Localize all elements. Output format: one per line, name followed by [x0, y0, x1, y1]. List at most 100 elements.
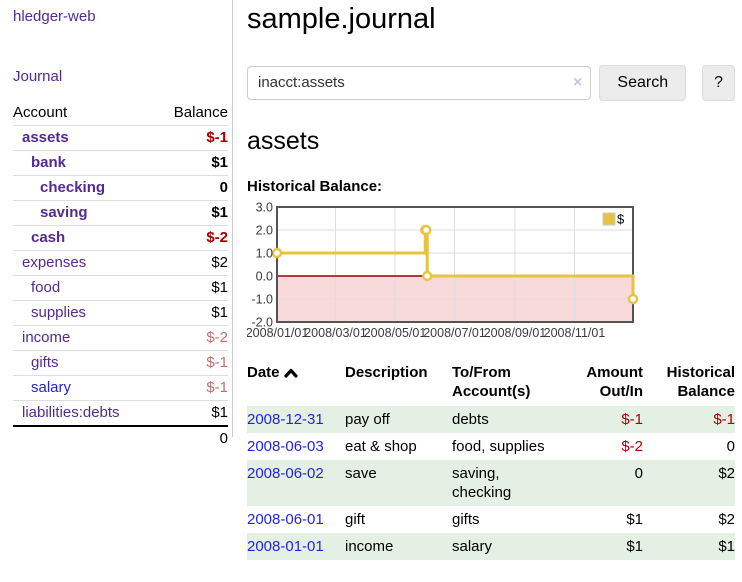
data-point-marker — [421, 225, 432, 236]
account-balance: $-2 — [120, 325, 228, 351]
transactions-header-historical: Historical Balance — [643, 361, 735, 406]
data-point-marker — [627, 294, 639, 305]
accounts-total-value: 0 — [120, 425, 228, 451]
transaction-description: eat & shop — [345, 438, 417, 456]
transaction-date-link[interactable]: 2008-12-31 — [247, 411, 324, 429]
transactions-header-amount: Amount Out/In — [562, 361, 643, 406]
transaction-row: 2008-06-02 save saving, checking 0 $2 — [247, 460, 735, 507]
account-row: cash $-2 — [13, 225, 228, 251]
clear-search-icon[interactable]: × — [573, 73, 583, 91]
transaction-date-link[interactable]: 2008-06-03 — [247, 438, 324, 456]
transaction-description: gift — [345, 511, 366, 529]
app-title-link[interactable]: hledger-web — [13, 8, 96, 25]
historical-header-line2: Balance — [677, 383, 735, 401]
main-content: sample.journal × Search ? assets Histori… — [246, 0, 735, 561]
account-balance: 0 — [120, 175, 228, 201]
account-balance: $1 — [120, 275, 228, 301]
transaction-amount: $-1 — [621, 411, 643, 429]
account-link-assets[interactable]: assets — [22, 129, 69, 146]
accounts-header-line2: Account(s) — [452, 383, 531, 401]
account-heading: assets — [247, 126, 320, 155]
account-row: expenses $2 — [13, 250, 228, 276]
account-row: salary $-1 — [13, 375, 228, 401]
search-box: × — [247, 65, 592, 100]
transactions-header-date[interactable]: Date — [247, 361, 345, 406]
y-axis-tick-label: -1.0 — [251, 293, 273, 307]
account-link-food[interactable]: food — [31, 279, 61, 296]
account-link-checking[interactable]: checking — [40, 179, 106, 196]
account-link-salary[interactable]: salary — [31, 379, 72, 396]
account-link-expenses[interactable]: expenses — [22, 254, 87, 271]
plot-border — [276, 206, 634, 324]
transaction-balance: $-1 — [713, 411, 735, 429]
transaction-description: pay off — [345, 411, 390, 429]
accounts-header-balance: Balance — [173, 104, 228, 121]
x-axis-tick-label: 2008/09/01 — [484, 326, 547, 340]
transaction-amount: 0 — [634, 465, 643, 483]
accounts-total-spacer — [13, 425, 121, 451]
y-axis-tick-label: 0.0 — [256, 270, 273, 284]
transaction-accounts: salary — [452, 538, 493, 556]
amount-header-line1: Amount — [586, 364, 643, 382]
account-row: liabilities:debts $1 — [13, 400, 228, 426]
account-link-income[interactable]: income — [22, 329, 71, 346]
transaction-accounts: gifts — [452, 511, 480, 529]
account-link-bank[interactable]: bank — [31, 154, 67, 171]
account-row: saving $1 — [13, 200, 228, 226]
y-axis-tick-label: 2.0 — [256, 224, 273, 238]
transaction-date-link[interactable]: 2008-06-02 — [247, 465, 324, 483]
transaction-description: income — [345, 538, 394, 556]
account-row: supplies $1 — [13, 300, 228, 326]
transactions-header-description: Description — [345, 364, 428, 382]
x-axis-tick-label: 2008/03/01 — [304, 326, 367, 340]
search-input[interactable] — [247, 65, 592, 100]
transactions-header-row: Date Description To/From Account(s) Amou… — [247, 361, 735, 406]
sidebar-item-journal[interactable]: Journal — [13, 68, 63, 85]
y-axis-tick-label: -2.0 — [251, 316, 273, 330]
account-link-cash[interactable]: cash — [31, 229, 66, 246]
account-balance: $-1 — [120, 125, 228, 151]
accounts-header-line1: To/From — [452, 364, 511, 382]
y-axis-tick-label: 1.0 — [256, 247, 273, 261]
historical-header-line1: Historical — [666, 364, 735, 382]
account-link-gifts[interactable]: gifts — [31, 354, 59, 371]
legend-label: $ — [617, 212, 625, 227]
x-axis-tick-label: 2008/05/01 — [364, 326, 427, 340]
accounts-header-row: Account Balance — [13, 101, 228, 126]
account-balance: $1 — [120, 300, 228, 326]
account-link-saving[interactable]: saving — [40, 204, 88, 221]
amount-header-line2: Out/In — [599, 383, 643, 401]
y-axis-tick-label: 3.0 — [256, 202, 273, 214]
account-row: assets $-1 — [13, 125, 228, 151]
chart-title: Historical Balance: — [247, 178, 383, 196]
transactions-table: Date Description To/From Account(s) Amou… — [247, 361, 735, 561]
account-link-liabilities-debts[interactable]: liabilities:debts — [22, 404, 120, 421]
transaction-accounts: debts — [452, 411, 489, 429]
transaction-balance: $1 — [718, 538, 735, 556]
legend-swatch — [602, 212, 616, 226]
transaction-row: 2008-06-03 eat & shop food, supplies $-2 0 — [247, 433, 735, 460]
help-button[interactable]: ? — [702, 64, 735, 101]
account-balance: $-1 — [120, 350, 228, 376]
historical-balance-chart: $3.0 2.0 1.0 0.0 -1.0 -2.0 2008/01/01 2008/03/0… — [246, 201, 735, 348]
transaction-accounts: saving, checking — [452, 465, 512, 502]
transaction-row: 2008-01-01 income salary $1 $1 — [247, 533, 735, 561]
transaction-date-link[interactable]: 2008-06-01 — [247, 511, 324, 529]
transaction-balance: $2 — [718, 465, 735, 483]
transaction-amount: $1 — [626, 538, 643, 556]
x-axis-tick-label: 2008/07/01 — [423, 326, 486, 340]
sort-asc-icon[interactable] — [283, 364, 298, 383]
account-balance: $1 — [120, 400, 228, 426]
account-balance: $1 — [120, 200, 228, 226]
account-balance: $1 — [120, 150, 228, 176]
transactions-header-accounts: To/From Account(s) — [452, 361, 562, 406]
account-link-supplies[interactable]: supplies — [31, 304, 87, 321]
transaction-date-link[interactable]: 2008-01-01 — [247, 538, 324, 556]
date-header-label: Date — [247, 364, 280, 382]
account-row: checking 0 — [13, 175, 228, 201]
account-balance: $-2 — [120, 225, 228, 251]
transaction-amount: $1 — [626, 511, 643, 529]
data-point-marker — [422, 271, 433, 282]
search-button[interactable]: Search — [599, 64, 687, 101]
